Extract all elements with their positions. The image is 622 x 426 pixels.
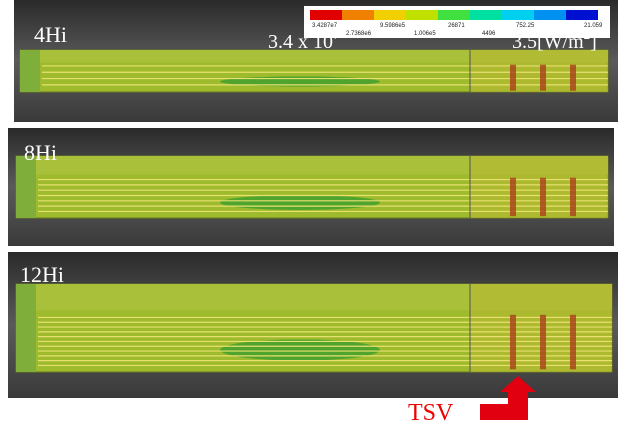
tsv-label: TSV [408, 400, 454, 426]
hot-area [220, 195, 380, 210]
hot-area [220, 339, 380, 360]
text: 3.5[W/m [512, 31, 584, 53]
legend-label: 2.7368e6 [346, 31, 372, 37]
left-region [16, 284, 36, 372]
tsv [540, 315, 546, 370]
text: 3.4 x 10 [268, 31, 333, 53]
left-region [16, 156, 36, 218]
tsv [570, 315, 576, 370]
legend-label: 1.006e5 [414, 31, 436, 37]
exponent: 7 [333, 27, 340, 42]
tsv [570, 178, 576, 216]
figure: 4Hi 8Hi 12Hi 3.4 x 107 3.5[W/m2] 3.4287e… [0, 0, 622, 426]
legend-label: 9.5986e5 [380, 23, 406, 29]
scale-max: 3.4 x 107 [268, 27, 340, 53]
tsv [510, 65, 516, 91]
colorbar-swatch [438, 10, 470, 20]
left-region [20, 50, 40, 92]
tsv [540, 65, 546, 91]
legend-label: 3.4287e7 [312, 23, 338, 29]
colorbar-swatch [342, 10, 374, 20]
legend-label: 26871 [448, 23, 465, 29]
legend-label: 752.25 [516, 23, 535, 29]
tsv [510, 178, 516, 216]
tsv-region [470, 50, 608, 92]
text: ] [590, 31, 597, 53]
panel-label: 12Hi [20, 262, 64, 287]
tsv [540, 178, 546, 216]
panels [8, 0, 618, 398]
tsv [510, 315, 516, 370]
colorbar-swatch [374, 10, 406, 20]
colorbar-swatch [406, 10, 438, 20]
panel-label: 8Hi [24, 140, 57, 165]
tsv-region [470, 156, 608, 218]
tsv [570, 65, 576, 91]
legend-label: 21.059 [584, 23, 603, 29]
colorbar-swatch [566, 10, 598, 20]
legend-label: 4496 [482, 31, 496, 37]
colorbar-swatch [470, 10, 502, 20]
colorbar-swatch [534, 10, 566, 20]
colorbar-swatch [310, 10, 342, 20]
colorbar-swatch [502, 10, 534, 20]
panel-label: 4Hi [34, 22, 67, 47]
